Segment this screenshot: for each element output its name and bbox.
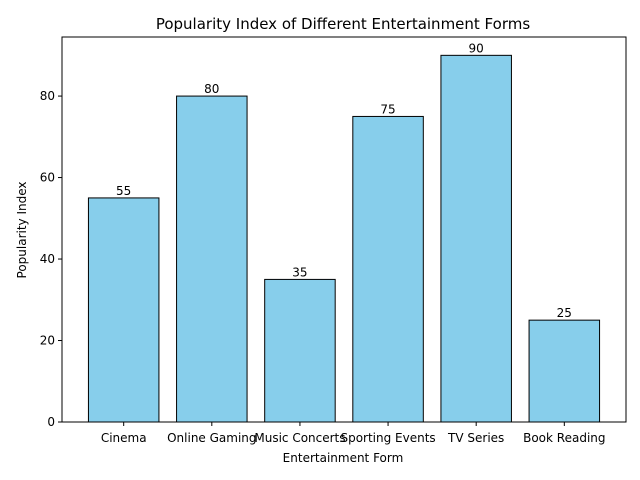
- bar-0: [87, 197, 160, 423]
- data-label-2: 35: [292, 265, 307, 279]
- x-axis-label: Entertainment Form: [283, 451, 404, 465]
- data-labels-group: 55 80 35 75 90 25: [116, 41, 572, 320]
- bar-5: [528, 319, 601, 423]
- x-tick-label-3: Sporting Events: [340, 431, 435, 445]
- x-tick-label-5: Book Reading: [523, 431, 605, 445]
- data-label-0: 55: [116, 184, 131, 198]
- bar-1: [176, 95, 248, 423]
- x-tick-label-0: Cinema: [101, 431, 147, 445]
- data-label-3: 75: [380, 102, 395, 116]
- y-tick-label-2: 40: [40, 252, 55, 266]
- plot-frame: [61, 36, 627, 423]
- x-tick-label-4: TV Series: [447, 431, 504, 445]
- y-axis: 0 20 40 60 80: [40, 89, 62, 429]
- data-label-4: 90: [469, 41, 484, 55]
- y-tick-label-4: 80: [40, 89, 55, 103]
- x-tick-label-1: Online Gaming: [167, 431, 256, 445]
- y-tick-label-1: 20: [40, 334, 55, 348]
- y-tick-label-0: 0: [47, 415, 55, 429]
- y-tick-label-3: 60: [40, 171, 55, 185]
- bar-2: [264, 278, 336, 423]
- bars-group: [87, 54, 601, 423]
- chart-title: Popularity Index of Different Entertainm…: [156, 15, 531, 33]
- bar-4: [440, 54, 512, 423]
- x-tick-label-2: Music Concerts: [254, 431, 345, 445]
- bar-3: [352, 115, 424, 423]
- data-label-5: 25: [557, 306, 572, 320]
- y-axis-label: Popularity Index: [15, 182, 29, 279]
- data-label-1: 80: [204, 82, 219, 96]
